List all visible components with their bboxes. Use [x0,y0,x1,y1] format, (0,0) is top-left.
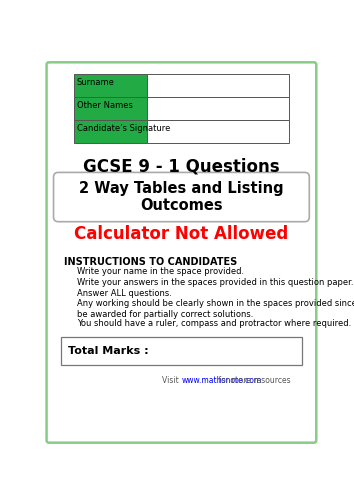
FancyBboxPatch shape [53,172,309,222]
FancyBboxPatch shape [47,62,316,442]
Bar [74,97,147,120]
Text: Write your name in the space provided.: Write your name in the space provided. [77,267,244,276]
Text: www.mathsnote.com: www.mathsnote.com [182,376,262,384]
Text: INSTRUCTIONS TO CANDIDATES: INSTRUCTIONS TO CANDIDATES [64,257,238,267]
Bar [74,120,147,143]
Text: GCSE 9 - 1 Questions: GCSE 9 - 1 Questions [83,157,280,175]
Bar [147,97,289,120]
Bar [147,120,289,143]
Text: Answer ALL questions.: Answer ALL questions. [77,288,172,298]
Text: Other Names: Other Names [77,101,133,110]
Text: Calculator Not Allowed: Calculator Not Allowed [74,225,289,243]
Text: Any working should be clearly shown in the spaces provided since marks may
be aw: Any working should be clearly shown in t… [77,300,354,319]
Text: Visit: Visit [162,376,182,384]
Text: Write your answers in the spaces provided in this question paper.: Write your answers in the spaces provide… [77,278,353,287]
Text: You should have a ruler, compass and protractor where required.: You should have a ruler, compass and pro… [77,318,351,328]
Bar [61,337,302,365]
Text: Surname: Surname [77,78,115,87]
Text: 2 Way Tables and Listing
Outcomes: 2 Way Tables and Listing Outcomes [79,181,284,214]
Bar [74,74,147,97]
Text: for more resources: for more resources [216,376,290,384]
Text: Total Marks :: Total Marks : [68,346,148,356]
Text: Candidate’s Signature: Candidate’s Signature [77,124,170,134]
Bar [147,74,289,97]
